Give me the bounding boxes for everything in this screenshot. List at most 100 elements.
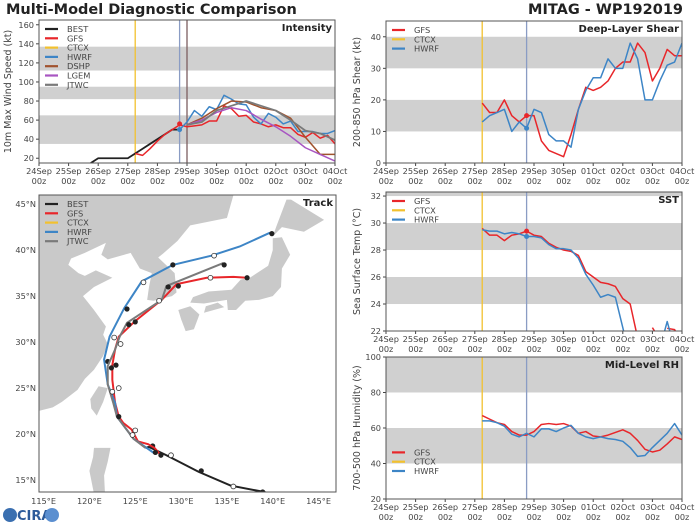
legend-label: HWRF xyxy=(414,215,439,225)
x-tick-date: 02Oct xyxy=(611,334,636,344)
x-tick-hour: 00z xyxy=(268,176,283,186)
lat-tick-label: 30°N xyxy=(15,337,36,347)
legend-entry-ctcx: CTCX xyxy=(392,34,436,44)
x-tick-date: 25Sep xyxy=(403,166,429,176)
y-tick-label: 30 xyxy=(371,218,381,228)
plot-frame xyxy=(38,19,336,164)
x-tick-hour: 00z xyxy=(467,176,482,186)
x-tick-date: 24Sep xyxy=(26,166,52,176)
x-tick-hour: 00z xyxy=(527,176,542,186)
x-tick-date: 03Oct xyxy=(640,502,665,512)
x-tick-hour: 00z xyxy=(527,512,542,522)
track-point-best xyxy=(230,483,237,490)
x-tick-hour: 00z xyxy=(615,176,630,186)
x-tick-date: 01Oct xyxy=(234,166,259,176)
track-point-hwrf xyxy=(269,231,275,237)
x-tick-date: 29Sep xyxy=(521,166,547,176)
legend-label: CTCX xyxy=(414,205,436,215)
legend-label: GFS xyxy=(414,196,430,206)
x-tick-hour: 00z xyxy=(120,176,135,186)
track-point-gfs xyxy=(158,452,164,458)
panel-title: Mid-Level RH xyxy=(605,360,679,371)
x-tick-date: 04Oct xyxy=(670,502,695,512)
rh-panel: 24Sep00z25Sep00z26Sep00z27Sep00z28Sep00z… xyxy=(352,352,695,522)
track-point-gfs xyxy=(115,385,122,391)
x-tick-date: 28Sep xyxy=(144,166,170,176)
y-axis-label: 10m Max Wind Speed (kt) xyxy=(3,30,14,153)
legend-label: CTCX xyxy=(67,43,89,53)
y-tick-label: 100 xyxy=(365,352,381,362)
x-tick-hour: 00z xyxy=(645,344,660,354)
y-tick-label: 80 xyxy=(24,96,34,106)
shaded-band xyxy=(386,192,682,197)
y-tick-label: 32 xyxy=(371,191,381,201)
x-tick-date: 26Sep xyxy=(432,166,458,176)
x-tick-hour: 00z xyxy=(615,344,630,354)
x-tick-date: 04Oct xyxy=(670,334,695,344)
series-line-gfs xyxy=(651,327,656,331)
track-point-hwrf xyxy=(140,279,147,286)
track-point-jtwc xyxy=(129,432,136,438)
legend-entry-hwrf: HWRF xyxy=(392,44,439,54)
x-tick-hour: 00z xyxy=(91,176,106,186)
x-tick-date: 02Oct xyxy=(611,166,636,176)
series-line-hwrf xyxy=(482,229,625,331)
x-tick-date: 27Sep xyxy=(462,334,488,344)
track-point-gfs xyxy=(132,319,138,325)
x-tick-date: 26Sep xyxy=(432,502,458,512)
shear-panel: 24Sep00z25Sep00z26Sep00z27Sep00z28Sep00z… xyxy=(352,20,695,186)
panel-title: Intensity xyxy=(282,23,333,34)
land-shikoku xyxy=(204,302,225,313)
plot-area xyxy=(386,21,682,163)
y-tick-label: 140 xyxy=(18,39,34,49)
lon-tick-label: 145°E xyxy=(306,496,331,506)
legend-label: LGEM xyxy=(67,71,90,81)
x-tick-date: 24Sep xyxy=(373,166,399,176)
x-tick-date: 01Oct xyxy=(581,334,606,344)
legend-entry-gfs: GFS xyxy=(392,447,430,457)
y-tick-label: 20 xyxy=(24,153,34,163)
panel-title: Deep-Layer Shear xyxy=(579,24,680,35)
x-tick-hour: 00z xyxy=(527,344,542,354)
x-tick-hour: 00z xyxy=(379,344,394,354)
lat-tick-label: 25°N xyxy=(15,383,36,393)
x-tick-hour: 00z xyxy=(467,344,482,354)
lon-tick-label: 140°E xyxy=(260,496,285,506)
legend-entry-gfs: GFS xyxy=(45,33,83,43)
lon-tick-label: 135°E xyxy=(214,496,239,506)
series-line-hwrf xyxy=(482,420,682,458)
legend-label: GFS xyxy=(414,447,430,457)
track-point-hwrf xyxy=(111,334,117,341)
x-tick-date: 28Sep xyxy=(491,334,517,344)
y-tick-label: 10 xyxy=(371,126,381,136)
land-luzon xyxy=(89,447,111,492)
y-tick-label: 24 xyxy=(371,299,381,309)
legend-entry-ctcx: CTCX xyxy=(392,205,436,215)
x-tick-hour: 00z xyxy=(150,176,165,186)
sst-panel: 24Sep00z25Sep00z26Sep00z27Sep00z28Sep00z… xyxy=(352,191,695,354)
legend-label: HWRF xyxy=(67,52,92,62)
x-tick-hour: 00z xyxy=(438,512,453,522)
x-tick-hour: 00z xyxy=(497,344,512,354)
x-tick-hour: 00z xyxy=(408,176,423,186)
x-tick-hour: 00z xyxy=(209,176,224,186)
legend-label: JTWC xyxy=(66,236,89,246)
series-marker-hwrf xyxy=(524,234,530,240)
legend-entry-hwrf: HWRF xyxy=(45,227,92,237)
lat-tick-label: 45°N xyxy=(15,199,36,209)
legend-label: HWRF xyxy=(414,466,439,476)
track-panel: 115°E 120°E 125°E 130°E 135°E 140°E 145°E 15°N 2… xyxy=(15,194,337,506)
series-line-dshp xyxy=(186,100,335,156)
logo-emblem-icon xyxy=(45,508,59,522)
x-tick-hour: 00z xyxy=(239,176,254,186)
legend-entry-jtwc: JTWC xyxy=(45,80,89,90)
shaded-band xyxy=(386,357,682,393)
y-tick-label: 40 xyxy=(371,32,381,42)
track-point-gfs xyxy=(132,427,139,434)
y-tick-label: 160 xyxy=(18,20,34,30)
x-tick-date: 27Sep xyxy=(115,166,141,176)
legend-entry-lgem: LGEM xyxy=(45,71,90,81)
lat-tick-label: 35°N xyxy=(15,291,36,301)
lon-tick-label: 120°E xyxy=(77,496,102,506)
